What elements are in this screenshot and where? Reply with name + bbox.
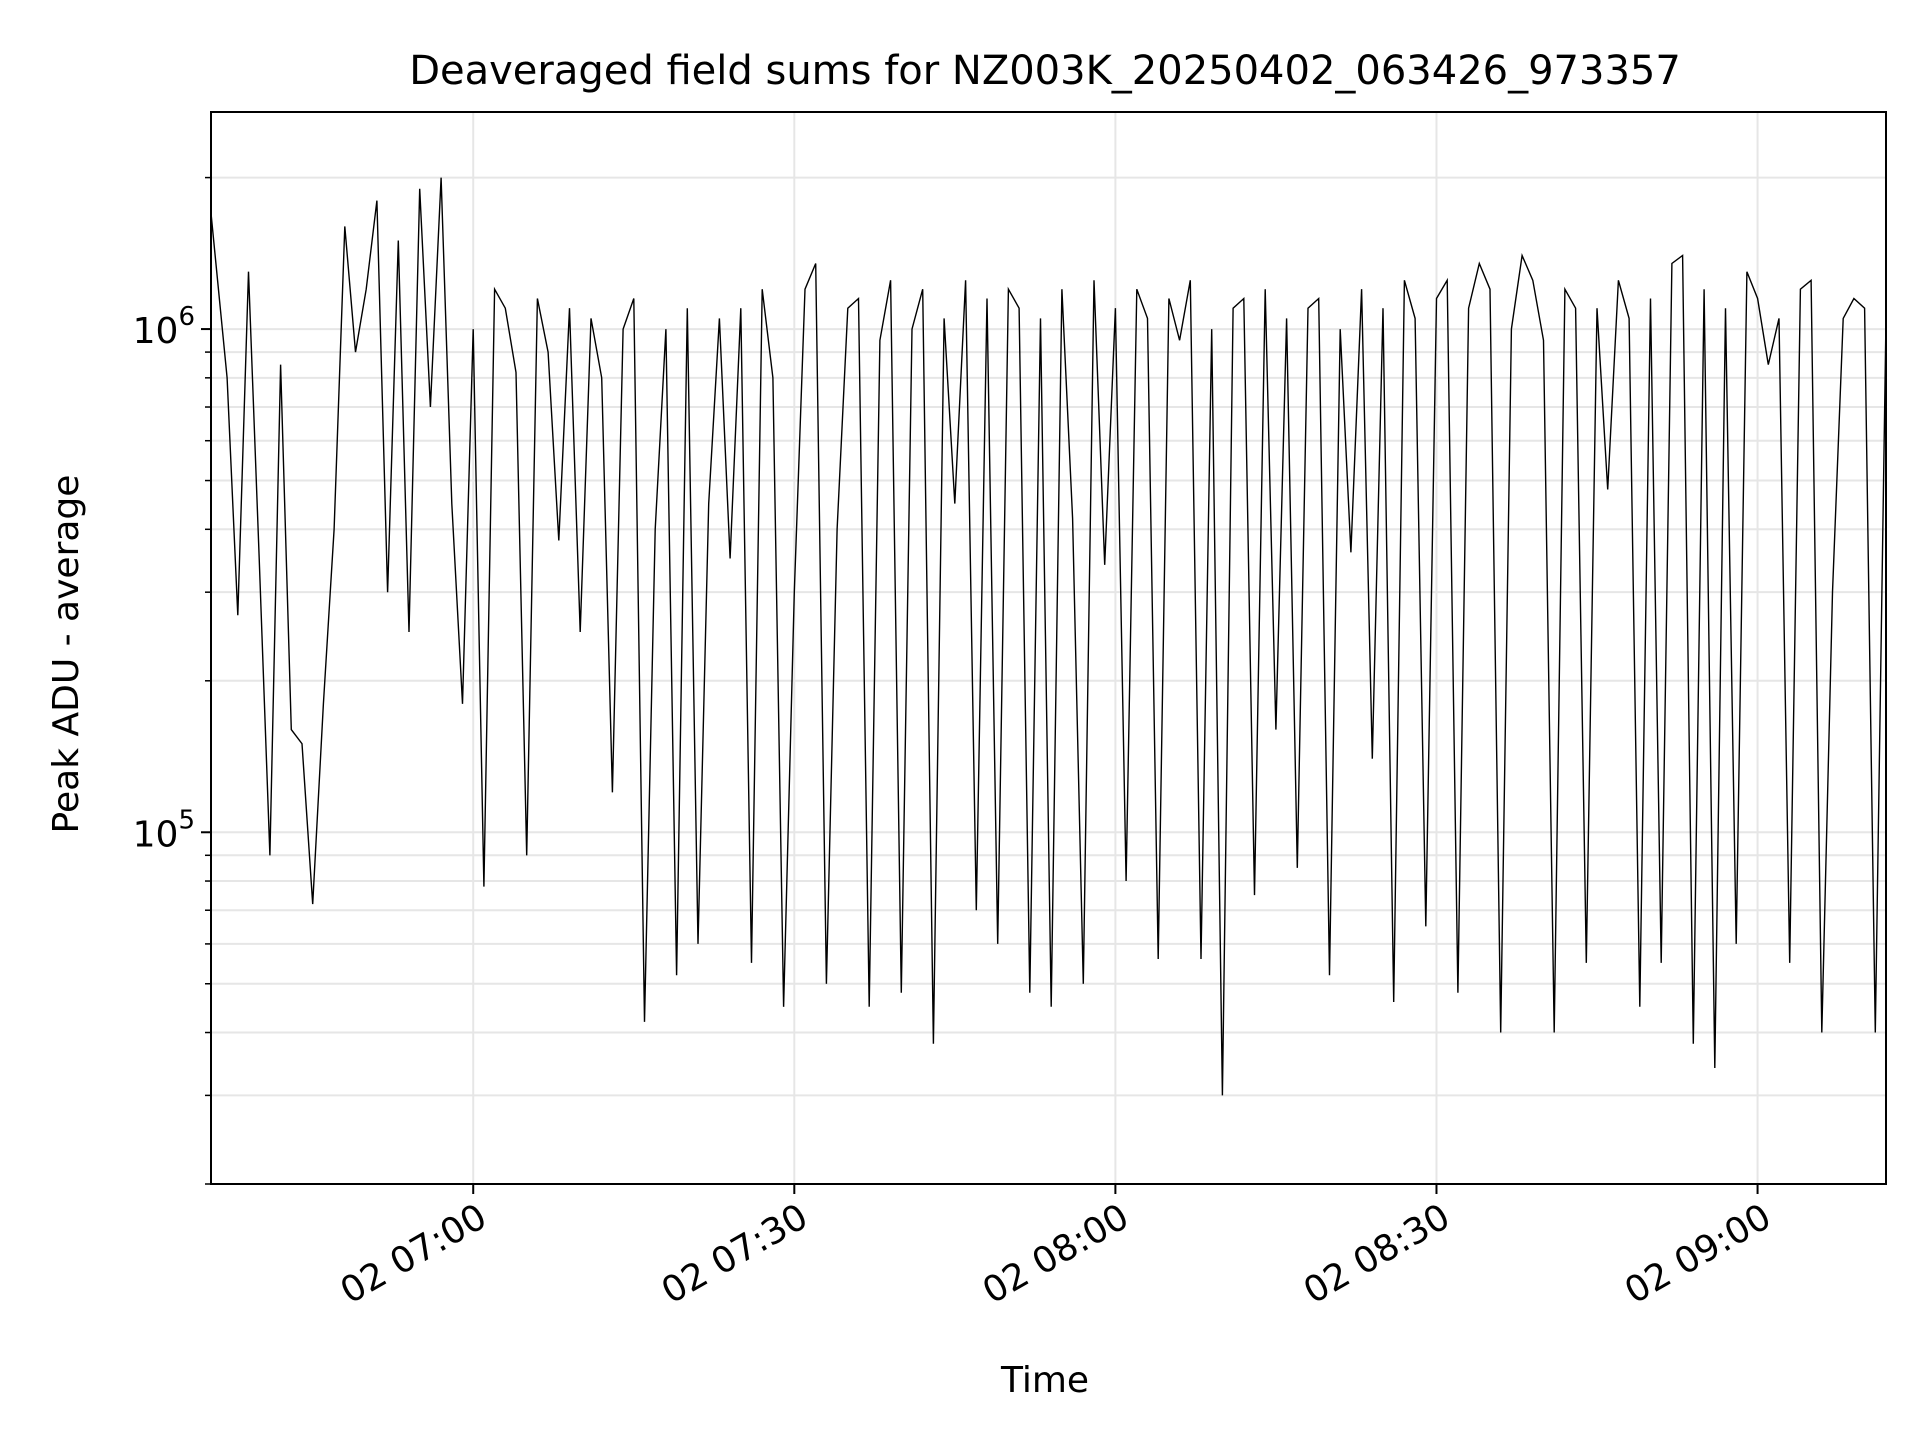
y-axis-label: Peak ADU - average [46,475,87,834]
x-axis-label: Time [1000,1360,1089,1401]
y-tick-label-base: 10 [133,311,179,352]
y-tick-label-base: 10 [133,814,179,855]
y-tick-label-exponent: 6 [178,302,195,332]
plot-frame [210,111,1887,1185]
chart-title: Deaveraged field sums for NZ003K_2025040… [409,48,1681,94]
series-line [210,177,1887,1096]
y-tick-label-exponent: 5 [178,805,195,835]
y-tick-label: 106 [133,302,195,352]
y-tick-label: 105 [133,805,195,855]
data-series [210,177,1887,1096]
